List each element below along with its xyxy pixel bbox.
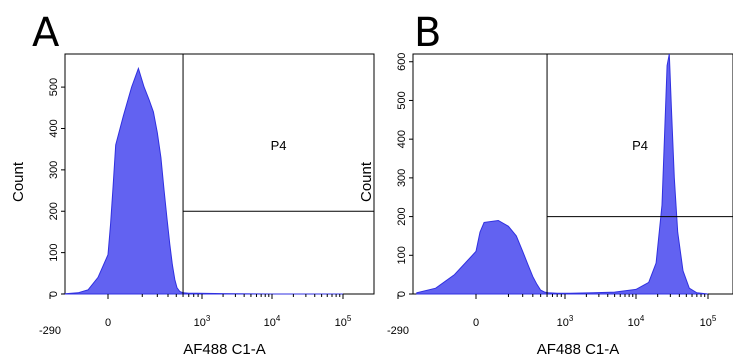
- panel-letter: B: [414, 10, 441, 56]
- y-axis-title: Count: [358, 161, 375, 202]
- y-tick-label: 200: [396, 207, 408, 225]
- x-axis-title: AF488 C1-A: [183, 341, 266, 358]
- y-axis-title: Count: [10, 161, 27, 202]
- y-tick-label: 400: [48, 119, 60, 137]
- y-tick-label: 500: [396, 91, 408, 109]
- panel-letter: A: [32, 10, 60, 56]
- x-tick-label: 0: [473, 317, 479, 329]
- histogram-area: [61, 66, 343, 295]
- x-tick-label: 0: [105, 317, 111, 329]
- x-tick-label: 104: [628, 314, 645, 329]
- y-tick-label: 0: [396, 291, 408, 297]
- x-tick-label: 103: [194, 314, 211, 329]
- histogram-area: [416, 53, 709, 295]
- panel-a: A P4 0 100 200 300 400 500 -290 0 103 104 105 AF488 C…: [10, 10, 375, 358]
- y-tick-label: 500: [48, 78, 60, 96]
- y-tick-label: 100: [396, 246, 408, 264]
- x-tick-label: 105: [335, 314, 352, 329]
- y-tick-label: 0: [48, 291, 60, 297]
- x-tick-label: -290: [39, 325, 61, 337]
- x-tick-label: 103: [557, 314, 574, 329]
- x-tick-label: 104: [264, 314, 281, 329]
- y-tick-label: 400: [396, 130, 408, 148]
- x-tick-label: 105: [700, 314, 717, 329]
- y-tick-label: 100: [48, 243, 60, 261]
- y-tick-label: 300: [48, 161, 60, 179]
- y-tick-label: 600: [396, 53, 408, 71]
- x-axis-title: AF488 C1-A: [537, 341, 620, 358]
- panel-b: B P4 0 100 200 300 400 500 600 -290 0 103 104 105 AF48…: [358, 10, 733, 358]
- gate-label: P4: [271, 138, 287, 153]
- y-tick-label: 300: [396, 169, 408, 187]
- gate-label: P4: [632, 138, 648, 153]
- plot-frame: [412, 53, 733, 295]
- x-tick-label: -290: [387, 325, 409, 337]
- y-tick-label: 200: [48, 202, 60, 220]
